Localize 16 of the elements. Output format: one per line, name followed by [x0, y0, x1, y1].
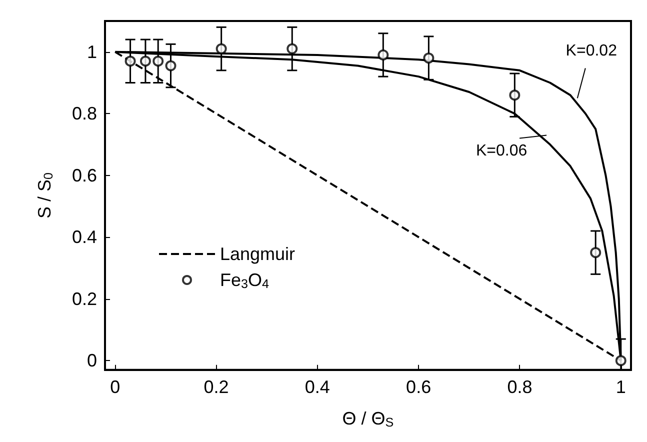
x-tick-label: 0.8 — [507, 376, 532, 397]
y-axis-title: S / S0 — [34, 172, 56, 218]
x-tick-label: 1 — [616, 376, 626, 397]
x-tick-label: 0.4 — [304, 376, 330, 397]
y-tick-label: 0.4 — [72, 227, 97, 248]
y-tick-label: 1 — [86, 42, 97, 62]
x-tick-label: 0 — [110, 376, 120, 397]
x-tick-label: 0.6 — [406, 376, 432, 397]
annotation: K=0.02 — [566, 42, 618, 60]
y-tick-label: 0 — [86, 350, 97, 371]
y-tick-label: 0.2 — [72, 288, 97, 309]
x-tick-label: 0.2 — [204, 376, 229, 397]
legend-label: Langmuir — [220, 244, 296, 264]
y-tick-label: 0.6 — [72, 165, 97, 186]
annotation: K=0.06 — [476, 142, 528, 160]
y-tick-label: 0.8 — [72, 104, 97, 124]
